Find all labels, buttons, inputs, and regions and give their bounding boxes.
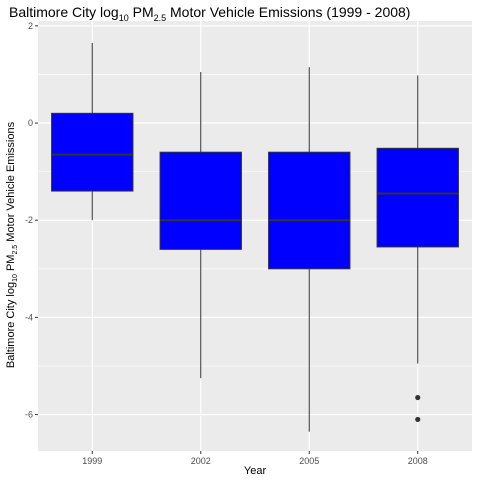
x-tick-label: 1999 [82,456,102,466]
x-axis: 1999 2002 2005 2008 [82,451,428,466]
y-tick-label: 2 [28,21,33,31]
x-axis-title: Year [244,465,267,477]
box-2002 [159,151,242,250]
y-tick-label: -4 [25,312,33,322]
y-tick-label: -6 [25,410,33,420]
y-axis: 2 0 -2 -4 -6 [25,21,38,420]
x-tick-label: 2008 [408,456,428,466]
x-tick-label: 2002 [191,456,211,466]
outlier-point [415,394,421,401]
box-1999 [51,112,134,192]
y-axis-title: Baltimore City log10 PM2.5 Motor Vehicle… [5,121,19,368]
outlier-point [415,416,421,423]
x-tick-label: 2005 [299,456,319,466]
chart-title: Baltimore City log10 PM2.5 Motor Vehicle… [9,4,411,23]
y-tick-label: 0 [28,118,33,128]
box-2005 [268,151,351,270]
y-tick-label: -2 [25,215,33,225]
box-2008 [376,147,459,248]
box-series [51,42,459,432]
